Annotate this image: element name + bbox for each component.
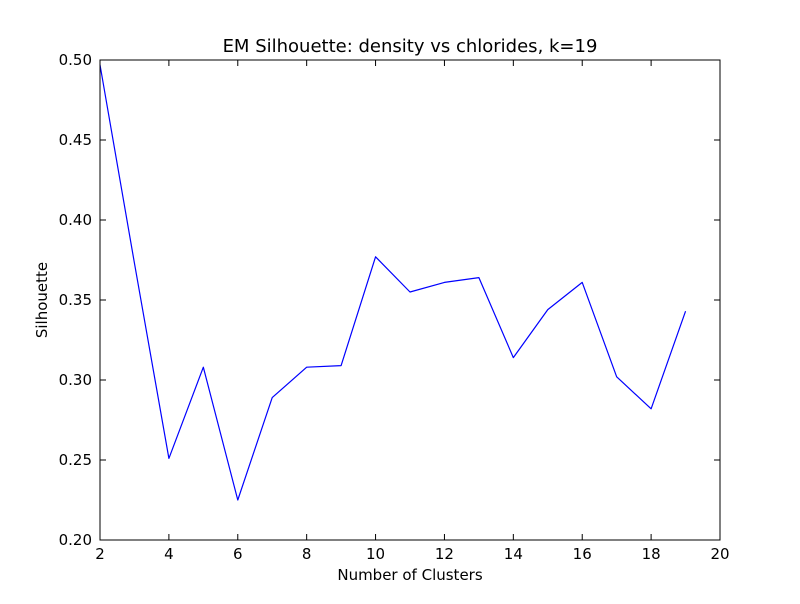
axis-ticks: 2 4 6 8 10 12 14 16 18 20 0.20 0.25 0.30 0.35 0.40 0.45… <box>59 51 730 563</box>
x-tick-label: 4 <box>164 545 174 563</box>
y-tick-label: 0.20 <box>59 531 92 549</box>
x-tick-label: 12 <box>435 545 454 563</box>
series-line-0 <box>99 64 687 501</box>
x-tick-label: 18 <box>642 545 661 563</box>
y-tick-label: 0.50 <box>59 51 92 69</box>
y-axis-label: Silhouette <box>33 262 51 338</box>
x-tick-label: 2 <box>95 545 105 563</box>
x-tick-label: 16 <box>573 545 592 563</box>
x-axis-label: Number of Clusters <box>337 566 482 584</box>
y-tick-label: 0.25 <box>59 451 92 469</box>
y-tick-label: 0.45 <box>59 131 92 149</box>
y-tick-label: 0.35 <box>59 291 92 309</box>
x-tick-label: 6 <box>233 545 243 563</box>
chart-title: EM Silhouette: density vs chlorides, k=1… <box>223 36 598 57</box>
y-tick-label: 0.40 <box>59 211 92 229</box>
x-tick-label: 20 <box>710 545 729 563</box>
x-tick-label: 8 <box>302 545 312 563</box>
x-tick-label: 14 <box>504 545 523 563</box>
plot-frame <box>99 59 721 541</box>
x-tick-label: 10 <box>366 545 385 563</box>
y-tick-label: 0.30 <box>59 371 92 389</box>
plot-area <box>99 59 721 541</box>
